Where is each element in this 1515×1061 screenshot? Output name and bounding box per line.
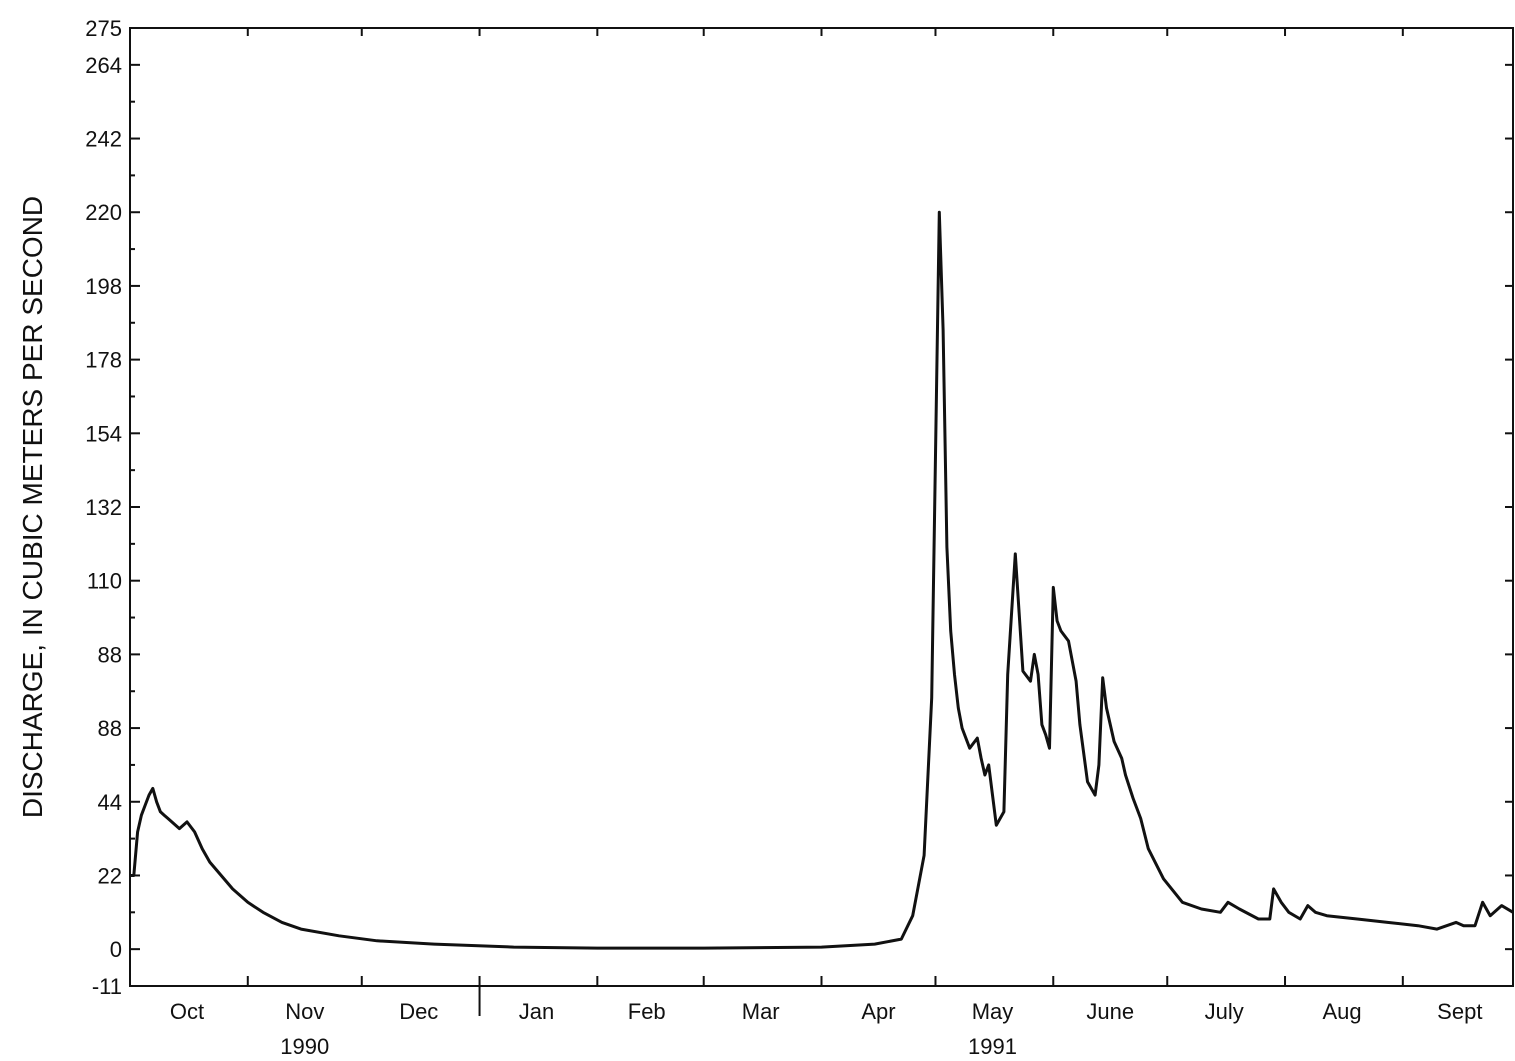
y-tick-label: 198 xyxy=(85,274,122,299)
month-label: Nov xyxy=(285,999,324,1024)
y-tick-label: 132 xyxy=(85,495,122,520)
y-tick-label: -11 xyxy=(92,974,122,999)
year-label: 1990 xyxy=(280,1034,329,1059)
month-label: June xyxy=(1086,999,1134,1024)
y-tick-label: 88 xyxy=(98,716,122,741)
y-tick-label: 22 xyxy=(98,863,122,888)
discharge-line xyxy=(130,210,1514,950)
month-label: Dec xyxy=(399,999,438,1024)
month-label: Apr xyxy=(861,999,895,1024)
y-tick-label: 110 xyxy=(87,569,122,594)
month-label: May xyxy=(972,999,1014,1024)
y-tick-label: 88 xyxy=(98,642,122,667)
y-tick-label: 0 xyxy=(110,937,122,962)
y-axis-title: DISCHARGE, IN CUBIC METERS PER SECOND xyxy=(17,196,48,818)
month-labels: Oct Nov Dec Jan Feb Mar Apr May June July Aug Sept xyxy=(170,999,1483,1024)
y-tick-label: 275 xyxy=(85,16,122,41)
y-tick-label: 178 xyxy=(85,348,122,373)
month-label: Jan xyxy=(519,999,554,1024)
y-tick-label: 220 xyxy=(85,200,122,225)
y-tick-label: 264 xyxy=(85,53,122,78)
x-axis xyxy=(129,28,1404,986)
month-label: Feb xyxy=(628,999,666,1024)
y-tick-label: 154 xyxy=(85,421,122,446)
y-tick-label: 44 xyxy=(98,790,122,815)
month-label: Aug xyxy=(1322,999,1361,1024)
y-axis: -11 0 22 44 88 88 110 132 154 178 198 220 242 264 275 xyxy=(85,16,1513,999)
year-label: 1991 xyxy=(968,1034,1017,1059)
month-label: July xyxy=(1205,999,1244,1024)
month-label: Sept xyxy=(1437,999,1482,1024)
month-label: Mar xyxy=(742,999,780,1024)
month-label: Oct xyxy=(170,999,204,1024)
y-tick-label: 242 xyxy=(85,127,122,152)
year-labels: 1990 1991 xyxy=(280,1034,1017,1059)
plot-frame xyxy=(129,27,1514,987)
